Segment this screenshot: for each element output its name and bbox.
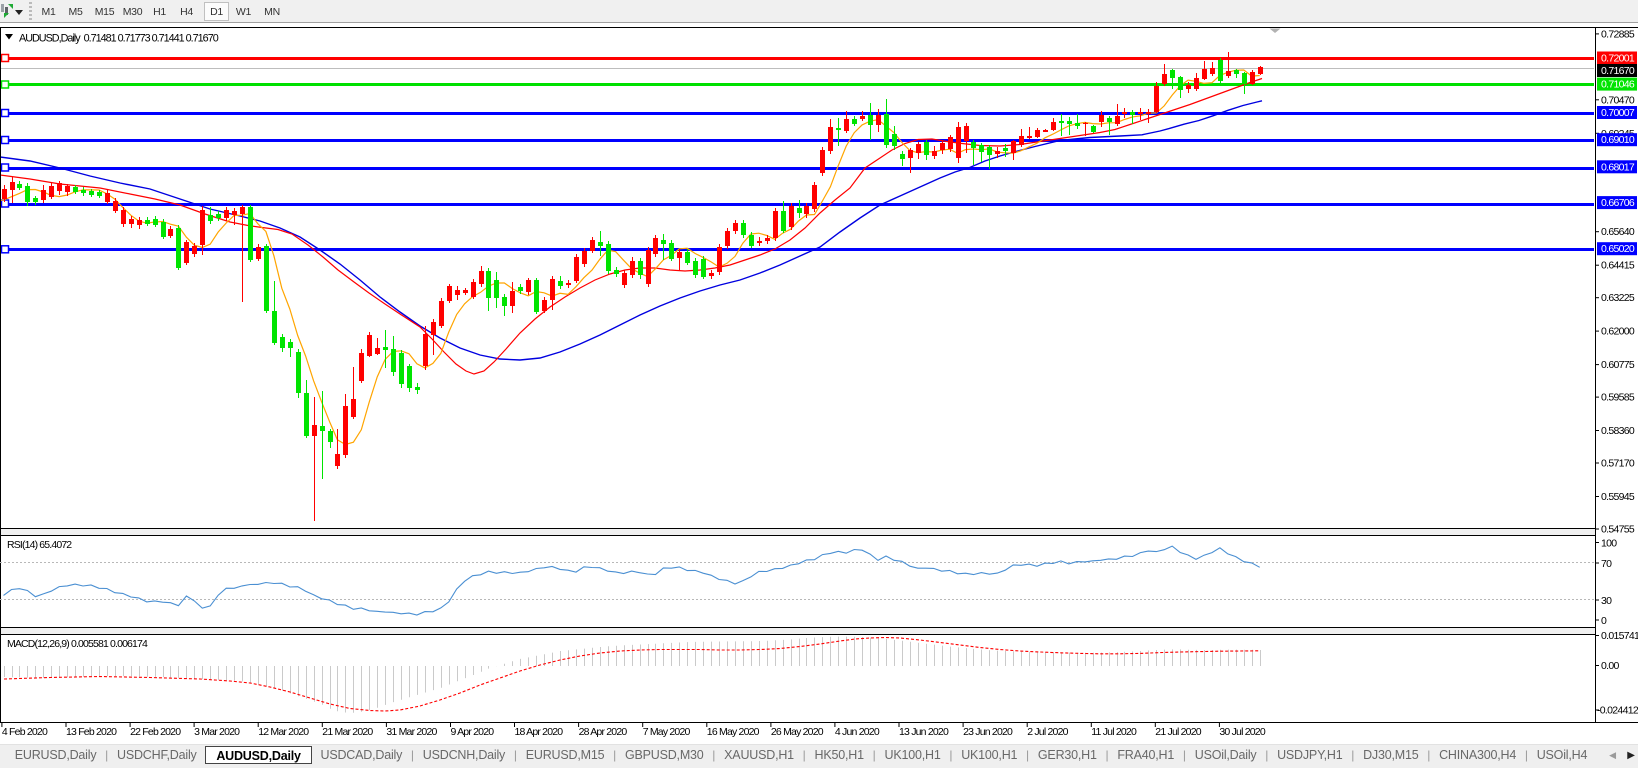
svg-text:4 Jun 2020: 4 Jun 2020 [835,726,880,738]
svg-text:0.57170: 0.57170 [1601,458,1635,470]
svg-text:0.69010: 0.69010 [1601,134,1635,146]
svg-text:30 Jul 2020: 30 Jul 2020 [1219,726,1265,738]
svg-text:MACD(12,26,9) 0.005581 0.00617: MACD(12,26,9) 0.005581 0.006174 [7,638,148,650]
svg-text:0.70007: 0.70007 [1601,107,1635,119]
svg-text:0.71046: 0.71046 [1601,79,1635,91]
svg-text:12 Mar 2020: 12 Mar 2020 [258,726,309,738]
svg-text:0.71670: 0.71670 [1601,65,1635,77]
svg-text:0.66706: 0.66706 [1601,197,1635,209]
svg-text:22 Feb 2020: 22 Feb 2020 [130,726,181,738]
svg-text:2 Jul 2020: 2 Jul 2020 [1027,726,1068,738]
svg-text:0.72885: 0.72885 [1601,28,1635,40]
svg-text:0.00: 0.00 [1601,660,1619,672]
svg-text:11 Jul 2020: 11 Jul 2020 [1091,726,1137,738]
svg-text:100: 100 [1601,538,1617,550]
svg-text:31 Mar 2020: 31 Mar 2020 [386,726,437,738]
svg-text:-0.024412: -0.024412 [1597,705,1638,717]
svg-text:70: 70 [1601,558,1612,570]
svg-text:0.015741: 0.015741 [1601,630,1638,642]
svg-text:0.65020: 0.65020 [1601,243,1635,255]
svg-text:0.55945: 0.55945 [1601,491,1635,503]
svg-text:0.70470: 0.70470 [1601,94,1635,106]
svg-text:13 Jun 2020: 13 Jun 2020 [899,726,949,738]
svg-text:0: 0 [1601,615,1607,627]
svg-text:0.64415: 0.64415 [1601,260,1635,272]
svg-text:13 Feb 2020: 13 Feb 2020 [66,726,117,738]
svg-text:0.63225: 0.63225 [1601,292,1635,304]
svg-text:0.59585: 0.59585 [1601,392,1635,404]
svg-text:0.58360: 0.58360 [1601,425,1635,437]
svg-text:26 May 2020: 26 May 2020 [771,726,824,738]
svg-text:23 Jun 2020: 23 Jun 2020 [963,726,1013,738]
svg-text:0.68017: 0.68017 [1601,161,1635,173]
svg-text:30: 30 [1601,595,1612,607]
svg-text:16 May 2020: 16 May 2020 [707,726,760,738]
svg-text:21 Jul 2020: 21 Jul 2020 [1155,726,1201,738]
svg-text:RSI(14) 65.4072: RSI(14) 65.4072 [7,539,72,551]
svg-text:0.65640: 0.65640 [1601,226,1635,238]
svg-text:3 Mar 2020: 3 Mar 2020 [194,726,240,738]
svg-text:0.54755: 0.54755 [1601,524,1635,536]
svg-text:9 Apr 2020: 9 Apr 2020 [451,726,495,738]
svg-text:28 Apr 2020: 28 Apr 2020 [579,726,628,738]
svg-text:21 Mar 2020: 21 Mar 2020 [322,726,373,738]
svg-text:0.62000: 0.62000 [1601,326,1635,338]
svg-text:0.72001: 0.72001 [1601,53,1635,65]
svg-text:18 Apr 2020: 18 Apr 2020 [515,726,564,738]
svg-text:7 May 2020: 7 May 2020 [643,726,691,738]
svg-text:0.60775: 0.60775 [1601,359,1635,371]
svg-text:AUDUSD,Daily 0.71481 0.71773: AUDUSD,Daily 0.71481 0.71773 0.71441 0.7… [19,33,219,45]
svg-text:4 Feb 2020: 4 Feb 2020 [2,726,48,738]
